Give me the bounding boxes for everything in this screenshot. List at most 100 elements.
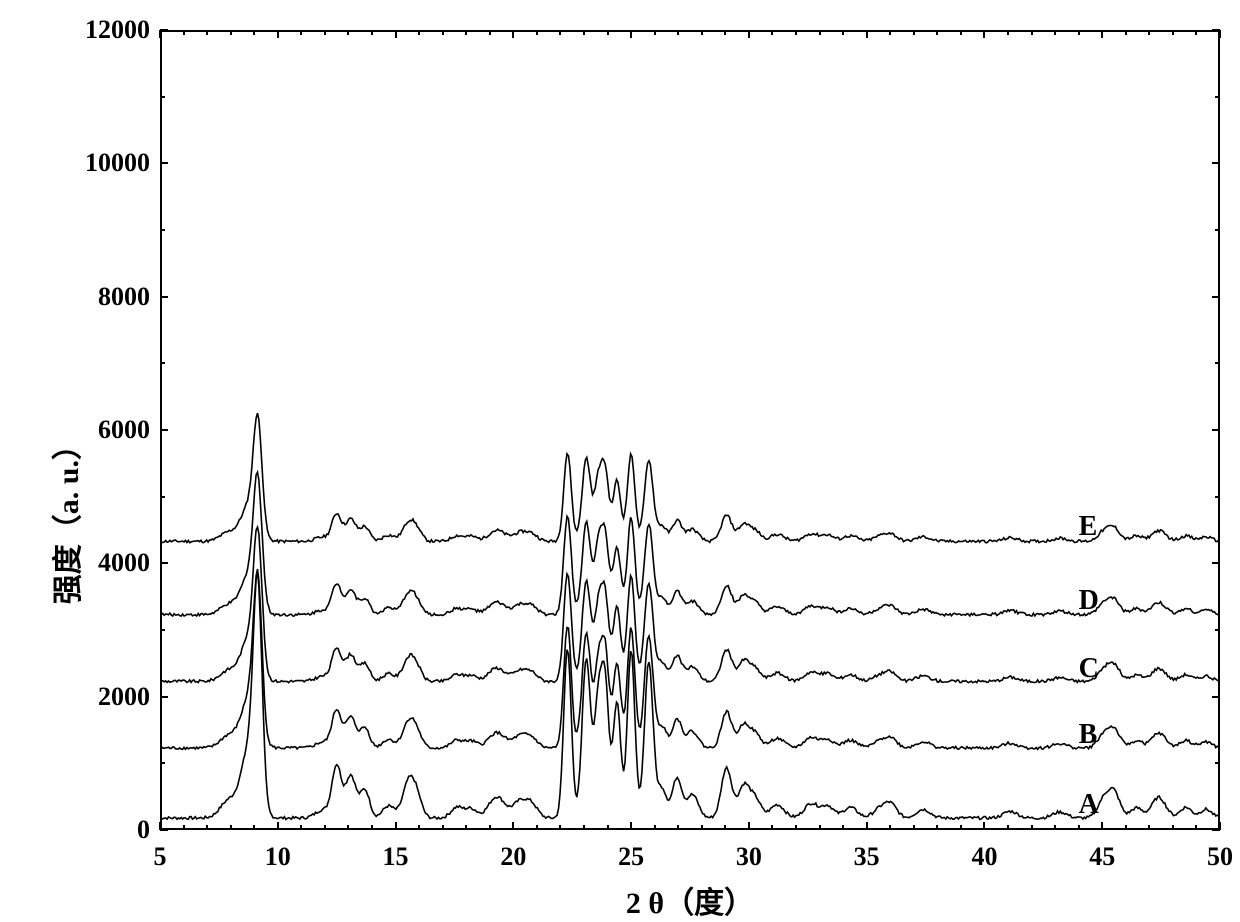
x-minor-tick-top [701, 30, 703, 35]
plot-svg [160, 30, 1220, 830]
x-tick [395, 822, 397, 830]
x-tick [277, 822, 279, 830]
x-minor-tick [1054, 825, 1056, 830]
xrd-chart: 0200040006000800010000120005101520253035… [0, 0, 1240, 918]
y-tick [160, 829, 168, 831]
y-minor-tick [160, 362, 165, 364]
x-minor-tick-top [465, 30, 467, 35]
x-tick [1101, 822, 1103, 830]
x-tick-top [277, 30, 279, 38]
x-tick [983, 822, 985, 830]
x-minor-tick [253, 825, 255, 830]
series-label: B [1079, 719, 1098, 751]
x-minor-tick-top [1172, 30, 1174, 35]
x-tick-label: 20 [500, 842, 526, 872]
x-axis-label: 2 θ（度） [626, 878, 754, 922]
x-minor-tick-top [1054, 30, 1056, 35]
x-minor-tick-top [607, 30, 609, 35]
x-minor-tick [300, 825, 302, 830]
y-tick-label: 0 [137, 815, 150, 845]
y-tick-right [1212, 562, 1220, 564]
x-tick-top [983, 30, 985, 38]
x-minor-tick-top [442, 30, 444, 35]
x-minor-tick [1172, 825, 1174, 830]
x-minor-tick-top [1125, 30, 1127, 35]
x-minor-tick-top [536, 30, 538, 35]
series-line [160, 472, 1220, 616]
x-minor-tick-top [583, 30, 585, 35]
y-tick-label: 4000 [98, 548, 150, 578]
y-tick-label: 12000 [85, 15, 150, 45]
x-minor-tick [842, 825, 844, 830]
x-minor-tick [936, 825, 938, 830]
y-tick [160, 562, 168, 564]
y-tick-label: 8000 [98, 282, 150, 312]
x-tick-top [748, 30, 750, 38]
series-label: A [1079, 789, 1099, 821]
y-tick [160, 162, 168, 164]
x-tick [159, 822, 161, 830]
x-minor-tick-top [253, 30, 255, 35]
x-tick-label: 15 [383, 842, 409, 872]
x-minor-tick [347, 825, 349, 830]
y-tick [160, 296, 168, 298]
y-axis-label: 强度（a. u.） [43, 430, 87, 604]
x-tick-label: 5 [154, 842, 167, 872]
x-minor-tick-top [1078, 30, 1080, 35]
x-minor-tick [183, 825, 185, 830]
x-minor-tick [206, 825, 208, 830]
y-tick [160, 29, 168, 31]
x-minor-tick-top [795, 30, 797, 35]
x-minor-tick-top [1195, 30, 1197, 35]
x-minor-tick-top [489, 30, 491, 35]
x-tick-label: 40 [971, 842, 997, 872]
x-minor-tick-top [1148, 30, 1150, 35]
y-tick-right [1212, 429, 1220, 431]
x-tick-label: 30 [736, 842, 762, 872]
x-tick-label: 10 [265, 842, 291, 872]
y-tick-right [1212, 162, 1220, 164]
y-tick-label: 10000 [85, 148, 150, 178]
series-label: C [1079, 653, 1099, 685]
x-minor-tick [465, 825, 467, 830]
x-minor-tick [654, 825, 656, 830]
y-minor-tick-right [1215, 96, 1220, 98]
x-minor-tick-top [819, 30, 821, 35]
x-minor-tick [1078, 825, 1080, 830]
x-minor-tick [1007, 825, 1009, 830]
x-minor-tick-top [889, 30, 891, 35]
x-tick [866, 822, 868, 830]
x-minor-tick-top [347, 30, 349, 35]
x-tick [1219, 822, 1221, 830]
x-tick-top [512, 30, 514, 38]
x-tick [748, 822, 750, 830]
x-minor-tick [559, 825, 561, 830]
x-minor-tick-top [842, 30, 844, 35]
y-minor-tick-right [1215, 629, 1220, 631]
x-minor-tick [583, 825, 585, 830]
y-tick [160, 429, 168, 431]
x-minor-tick [701, 825, 703, 830]
y-tick [160, 696, 168, 698]
x-minor-tick [1195, 825, 1197, 830]
x-minor-tick-top [913, 30, 915, 35]
x-minor-tick [913, 825, 915, 830]
y-minor-tick-right [1215, 229, 1220, 231]
x-tick [630, 822, 632, 830]
x-minor-tick-top [371, 30, 373, 35]
x-minor-tick [960, 825, 962, 830]
x-minor-tick-top [418, 30, 420, 35]
x-minor-tick-top [183, 30, 185, 35]
x-tick-top [866, 30, 868, 38]
y-tick-label: 6000 [98, 415, 150, 445]
y-tick-right [1212, 296, 1220, 298]
x-minor-tick [489, 825, 491, 830]
x-minor-tick-top [1031, 30, 1033, 35]
x-minor-tick [418, 825, 420, 830]
x-minor-tick [1125, 825, 1127, 830]
x-minor-tick [607, 825, 609, 830]
y-tick-label: 2000 [98, 682, 150, 712]
x-tick-top [1101, 30, 1103, 38]
x-tick-label: 45 [1089, 842, 1115, 872]
x-minor-tick [771, 825, 773, 830]
